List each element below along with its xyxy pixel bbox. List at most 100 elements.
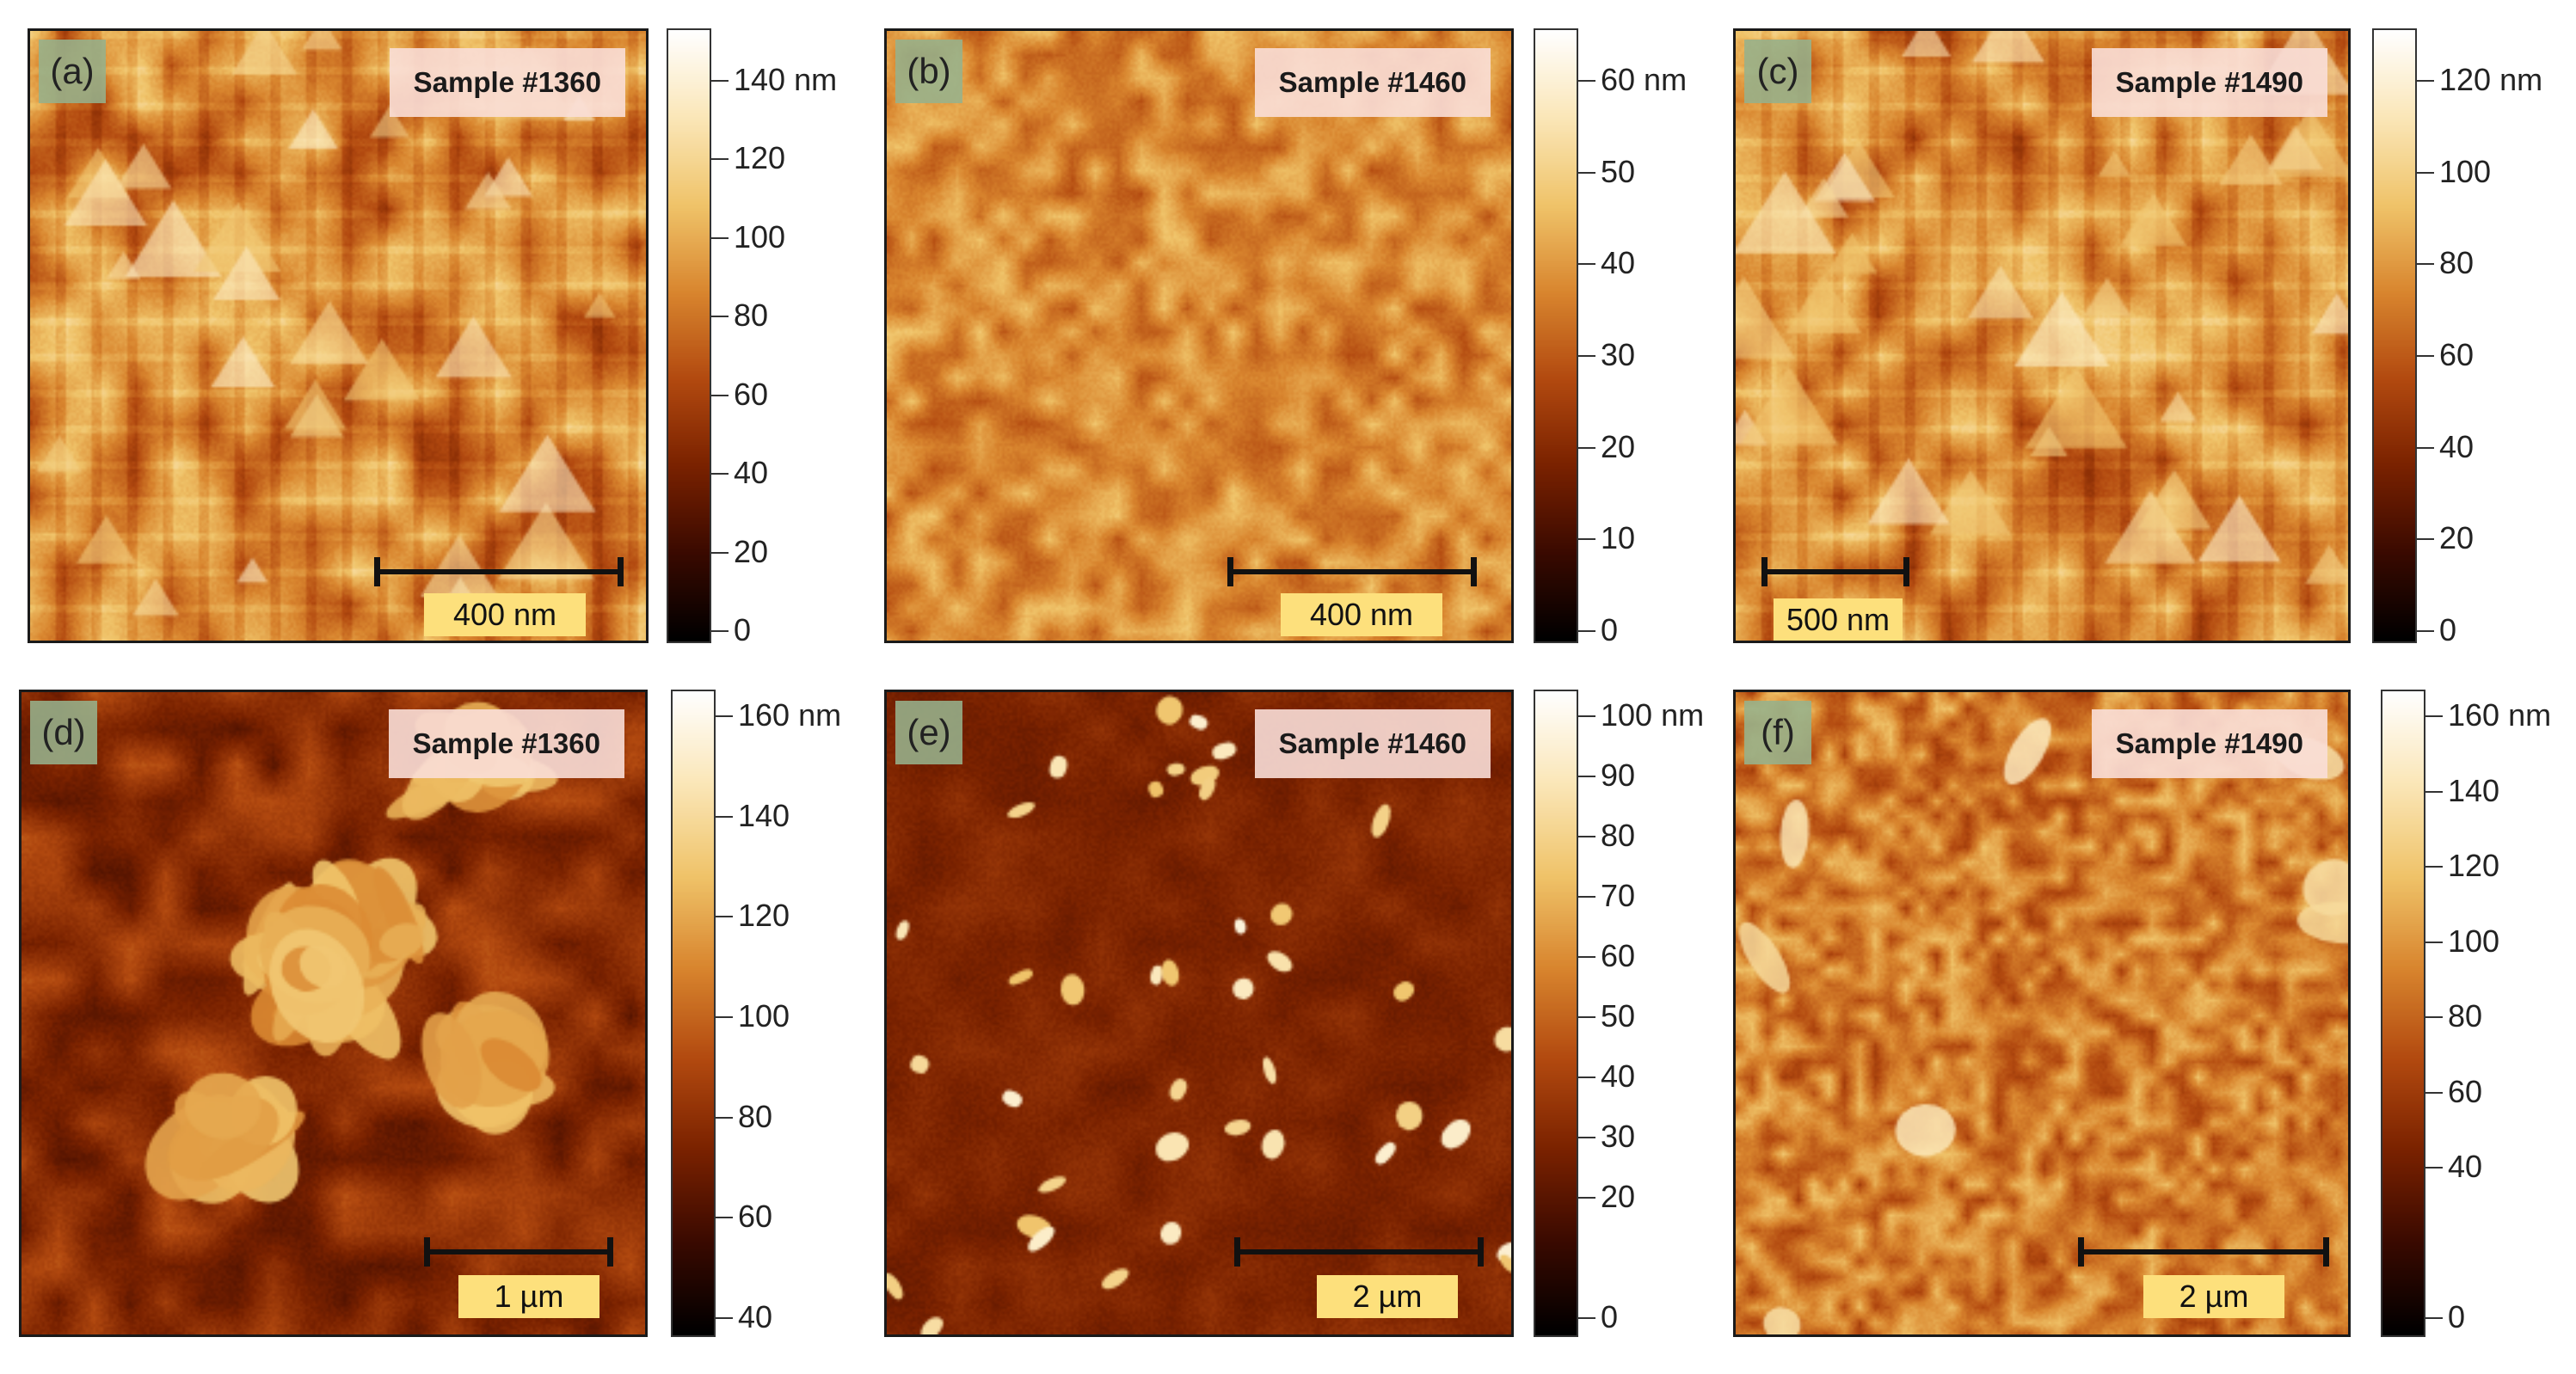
afm-height-map: (d) Sample #1360 1 µm [19, 690, 648, 1337]
colorbar-tick-label: 60 [2448, 1073, 2483, 1109]
colorbar-tick [714, 916, 733, 918]
sample-label: Sample #1490 [2091, 48, 2327, 117]
colorbar-tick [714, 1317, 733, 1319]
colorbar-tick-label: 60 [738, 1199, 773, 1235]
afm-texture [887, 692, 1511, 1334]
colorbar-tick-label: 60 [734, 376, 769, 412]
colorbar-tick [710, 80, 729, 82]
panel-letter: (e) [895, 701, 962, 764]
colorbar-tick-label: 40 [1601, 245, 1636, 281]
scale-bar-label: 1 µm [458, 1275, 599, 1318]
colorbar-tick [2424, 1317, 2443, 1319]
colorbar-tick-label: 100 [2448, 923, 2500, 959]
colorbar-tick [2424, 866, 2443, 868]
colorbar-tick [2415, 80, 2434, 82]
colorbar-tick-label: 30 [1601, 337, 1636, 372]
colorbar-tick-label: 60 nm [1601, 62, 1688, 97]
colorbar-tick [1577, 836, 1595, 837]
colorbar-tick [2415, 630, 2434, 632]
height-colorbar [2381, 690, 2425, 1337]
scale-bar [1761, 557, 1909, 586]
panel-letter: (a) [39, 40, 106, 103]
colorbar-tick [1577, 355, 1595, 357]
sample-label: Sample #1460 [1254, 709, 1491, 778]
height-colorbar [1534, 28, 1578, 643]
colorbar-tick [710, 316, 729, 318]
colorbar-tick-label: 100 [2439, 153, 2492, 189]
scale-bar-label: 2 µm [1317, 1275, 1458, 1318]
colorbar-tick [710, 473, 729, 475]
colorbar-tick-label: 80 [2439, 245, 2475, 281]
colorbar-tick [1577, 630, 1595, 632]
height-colorbar [671, 690, 716, 1337]
colorbar-tick [710, 630, 729, 632]
panel-letter: (b) [895, 40, 962, 103]
colorbar-tick [714, 815, 733, 818]
colorbar-tick-label: 20 [1601, 1179, 1636, 1214]
colorbar-tick [2424, 1016, 2443, 1018]
colorbar-gradient [673, 691, 714, 1335]
colorbar-tick-label: 140 [2448, 772, 2500, 808]
colorbar-tick [2415, 263, 2434, 266]
afm-texture [30, 31, 646, 641]
afm-height-map: (a) Sample #1360 400 nm [28, 28, 649, 643]
colorbar-tick-label: 40 [734, 455, 769, 491]
colorbar-tick [2424, 941, 2443, 943]
colorbar-tick-label: 20 [2439, 520, 2475, 556]
colorbar-tick [2424, 715, 2443, 717]
colorbar-tick [2415, 355, 2434, 357]
colorbar-tick-label: 40 [1601, 1058, 1636, 1094]
colorbar-tick-label: 20 [1601, 428, 1636, 464]
scale-bar [374, 557, 624, 586]
colorbar-tick-label: 20 [734, 533, 769, 569]
colorbar-gradient [1535, 30, 1577, 641]
colorbar-tick [714, 1217, 733, 1219]
afm-texture [1736, 692, 2348, 1334]
scale-bar [424, 1237, 613, 1267]
colorbar-tick [2415, 446, 2434, 449]
afm-height-map: (e) Sample #1460 2 µm [884, 690, 1514, 1337]
colorbar-tick [2415, 171, 2434, 174]
colorbar-tick [1577, 1016, 1595, 1018]
colorbar-gradient [2374, 30, 2415, 641]
colorbar-tick [714, 1116, 733, 1119]
colorbar-tick-label: 80 [2448, 998, 2483, 1034]
colorbar-tick-label: 120 [738, 898, 790, 934]
colorbar-tick-label: 100 [734, 218, 786, 255]
colorbar-tick [1577, 896, 1595, 898]
colorbar-tick-label: 120 [734, 140, 786, 176]
height-colorbar [1534, 690, 1578, 1337]
colorbar-tick [1577, 263, 1595, 266]
colorbar-tick-label: 80 [1601, 818, 1636, 853]
colorbar-tick [1577, 1077, 1595, 1078]
colorbar-tick [2424, 1091, 2443, 1094]
sample-label: Sample #1360 [389, 48, 625, 117]
colorbar-tick [1577, 1317, 1595, 1319]
scale-bar-label: 2 µm [2143, 1275, 2284, 1318]
scale-bar [1234, 1237, 1484, 1267]
sample-label: Sample #1360 [388, 709, 624, 778]
afm-height-map: (c) Sample #1490 500 nm [1733, 28, 2351, 643]
colorbar-tick-label: 100 [738, 998, 790, 1034]
colorbar-tick [1577, 1137, 1595, 1138]
colorbar-tick-label: 80 [738, 1098, 773, 1134]
colorbar-tick-label: 160 nm [738, 697, 842, 733]
colorbar-tick-label: 70 [1601, 878, 1636, 913]
colorbar-tick-label: 90 [1601, 758, 1636, 793]
colorbar-tick [1577, 1197, 1595, 1199]
colorbar-tick-label: 40 [2439, 428, 2475, 464]
sample-label: Sample #1490 [2091, 709, 2327, 778]
colorbar-tick-label: 0 [1601, 612, 1619, 647]
panel-letter: (f) [1744, 701, 1811, 764]
colorbar-tick-label: 160 nm [2448, 697, 2552, 733]
colorbar-tick [714, 715, 733, 717]
afm-texture [887, 31, 1511, 641]
colorbar-tick-label: 50 [1601, 153, 1636, 189]
scale-bar-label: 400 nm [1281, 593, 1442, 636]
colorbar-tick-label: 0 [1601, 1299, 1619, 1334]
colorbar-tick-label: 120 [2448, 848, 2500, 883]
colorbar-tick [710, 551, 729, 554]
colorbar-tick-label: 80 [734, 297, 769, 334]
colorbar-tick-label: 0 [734, 612, 752, 647]
afm-height-map: (f) Sample #1490 2 µm [1733, 690, 2351, 1337]
